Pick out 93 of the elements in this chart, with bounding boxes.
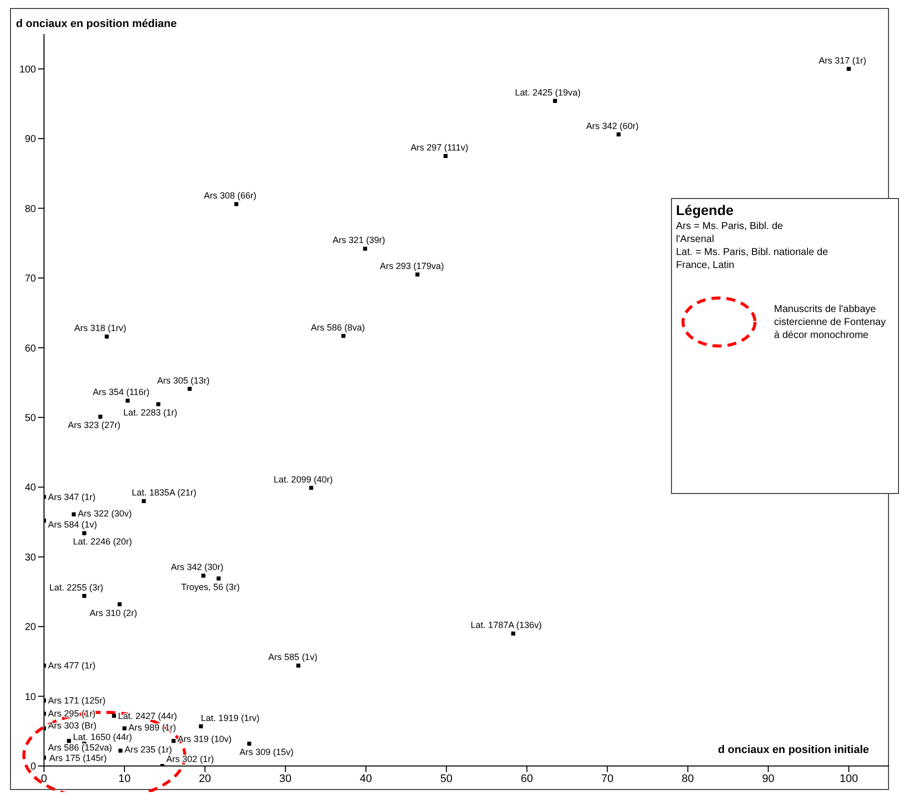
- x-tick-label: 50: [440, 772, 453, 785]
- data-label: Ars 293 (179va): [380, 261, 444, 272]
- point: [511, 632, 516, 636]
- data-label: Lat. 2099 (40r): [274, 474, 333, 484]
- point: [118, 602, 122, 606]
- x-tick-label: 60: [520, 772, 533, 785]
- data-label: Ars 175 (145r): [49, 753, 107, 764]
- data-label: Ars 354 (116r): [92, 387, 150, 398]
- point: [415, 272, 420, 277]
- x-tick-label: 20: [198, 772, 212, 785]
- y-tick-label: 20: [24, 622, 36, 634]
- x-axis-title: d onciaux en position initiale: [718, 744, 869, 756]
- y-axis-title: d onciaux en position médiane: [16, 18, 177, 30]
- data-label: Ars 317 (1r): [818, 55, 866, 66]
- data-label: Lat. 1650 (44r): [72, 732, 132, 742]
- point: [188, 386, 192, 391]
- data-label: Ars 235 (1r): [124, 744, 172, 755]
- point: [198, 724, 203, 728]
- data-label: Ars 309 (15v): [239, 747, 294, 758]
- data-label: Ars 586 (8va): [310, 322, 365, 332]
- point: [156, 402, 160, 406]
- data-label: Ars 321 (39r): [332, 235, 386, 246]
- data-label: Lat. 1919 (1rv): [200, 712, 260, 723]
- data-label: Ars 585 (1v): [268, 652, 318, 662]
- point: [98, 414, 102, 419]
- point: [112, 714, 116, 718]
- point: [247, 742, 252, 746]
- x-tick-label: 30: [279, 772, 292, 785]
- annotation: Ars = Ms. Paris, Bibl. de l'Arsenal: [676, 220, 784, 246]
- point: [72, 512, 76, 516]
- data-label: Ars 171 (125r): [48, 695, 106, 706]
- point: [142, 499, 146, 504]
- y-tick-label: 100: [19, 64, 36, 76]
- data-label: Ars 297 (111v): [410, 142, 468, 152]
- y-tick-label: 70: [24, 274, 36, 285]
- x-tick-label: 80: [682, 772, 694, 785]
- data-label: Troyes, 56 (3r): [181, 582, 240, 592]
- y-tick-label: 0: [30, 762, 36, 773]
- point: [341, 334, 346, 338]
- y-tick-label: 30: [24, 552, 36, 564]
- annotation: Manuscrits de l'abbaye cistercienne de Fontenay à décor monochrome: [774, 302, 887, 342]
- x-tick-label: 40: [360, 772, 372, 785]
- data-label: Ars 322 (30v): [78, 508, 132, 518]
- x-tick-label: 70: [601, 772, 614, 785]
- point: [296, 664, 300, 668]
- data-label: Lat. 2255 (3r): [49, 582, 104, 592]
- point: [309, 486, 314, 490]
- point: [553, 98, 558, 103]
- point: [846, 66, 851, 71]
- point: [444, 154, 448, 158]
- data-label: Ars 347 (1r): [48, 492, 96, 502]
- y-tick-label: 90: [24, 134, 36, 146]
- x-tick-label: 0: [40, 772, 48, 785]
- y-tick-label: 80: [24, 204, 36, 215]
- data-label: Ars 310 (2r): [90, 608, 138, 618]
- data-label: Lat. 2425 (19va): [515, 87, 581, 98]
- point: [201, 574, 206, 578]
- x-tick-label: 10: [118, 772, 131, 785]
- x-tick-label: 90: [762, 772, 774, 785]
- point: [216, 576, 221, 580]
- point: [363, 246, 368, 251]
- y-tick-label: 40: [24, 482, 36, 494]
- point: [234, 202, 238, 206]
- y-tick-label: 10: [24, 692, 36, 703]
- point: [66, 738, 71, 743]
- point: [172, 738, 176, 743]
- data-label: Ars 318 (1rv): [74, 323, 126, 334]
- x-tick-label: 100: [840, 772, 858, 785]
- data-label: Ars 305 (13r): [157, 375, 210, 386]
- data-label: Lat. 2283 (1r): [123, 408, 178, 418]
- data-label: Ars 342 (30r): [170, 562, 224, 572]
- point: [104, 334, 109, 339]
- data-label: Ars 342 (60r): [586, 120, 639, 131]
- data-label: Lat. 2246 (20r): [72, 536, 132, 547]
- point: [122, 726, 126, 730]
- annotation: Légende: [676, 202, 735, 218]
- y-tick-label: 60: [24, 343, 36, 354]
- data-label: Ars 586 (152va): [48, 742, 112, 753]
- data-label: Lat. 1787A (136v): [470, 620, 542, 630]
- point: [82, 594, 86, 598]
- annotation: Lat. = Ms. Paris, Bibl. nationale de France, Latin: [676, 246, 830, 272]
- point: [616, 132, 621, 136]
- data-label: Ars 477 (1r): [48, 660, 96, 671]
- point: [82, 531, 86, 536]
- data-label: Ars 323 (27r): [68, 420, 120, 430]
- data-label: Ars 303 (Br): [48, 720, 97, 730]
- y-tick-label: 50: [24, 412, 36, 424]
- data-label: Lat. 1835A (21r): [132, 488, 196, 498]
- point: [118, 748, 122, 753]
- point: [126, 398, 130, 403]
- data-label: Ars 308 (66r): [204, 190, 256, 201]
- data-label: Ars 295 (1r): [48, 708, 96, 719]
- data-label: Ars 584 (1v): [48, 520, 98, 530]
